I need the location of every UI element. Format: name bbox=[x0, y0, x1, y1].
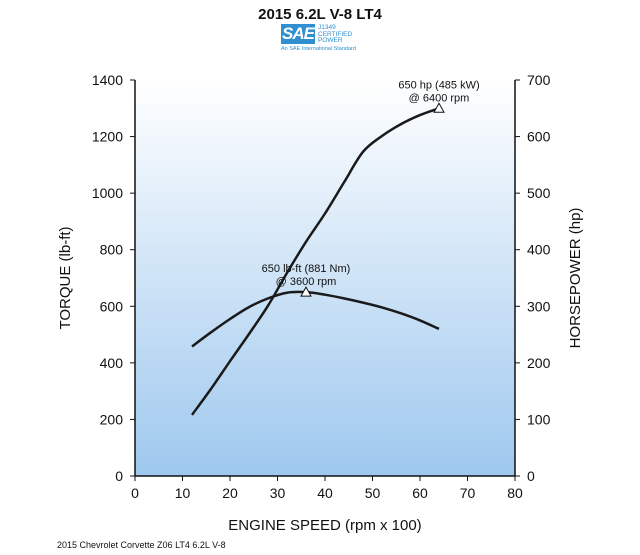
y-tick-label-right: 100 bbox=[527, 411, 551, 427]
y-tick-label-left: 1000 bbox=[92, 185, 123, 201]
peak-torque-marker bbox=[300, 286, 312, 297]
y-tick-label-left: 800 bbox=[100, 242, 124, 258]
x-tick-label: 0 bbox=[131, 485, 139, 501]
annotations: 650 lb-ft (881 Nm)@ 3600 rpm 650 hp (485 … bbox=[262, 79, 480, 297]
x-tick-label: 80 bbox=[507, 485, 523, 501]
x-axis-title: ENGINE SPEED (rpm x 100) bbox=[228, 517, 421, 534]
torque-curve bbox=[191, 290, 440, 348]
y-axis-title-right: HORSEPOWER (hp) bbox=[567, 208, 584, 349]
x-tick-label: 30 bbox=[270, 485, 286, 501]
sae-logo-line2: CERTIFIED bbox=[318, 30, 353, 38]
y-tick-label-left: 1200 bbox=[92, 129, 123, 145]
sae-logo-line1: J1349 bbox=[318, 24, 336, 31]
y-tick-label-right: 0 bbox=[527, 468, 535, 484]
sae-logo-line3: POWER bbox=[318, 37, 343, 44]
peak-horsepower-label: 650 hp (485 kW) bbox=[398, 79, 479, 91]
x-tick-label: 60 bbox=[412, 485, 428, 501]
y-tick-label-right: 300 bbox=[527, 298, 551, 314]
x-tick-label: 40 bbox=[317, 485, 333, 501]
peak-horsepower-rpm-label: @ 6400 rpm bbox=[409, 92, 470, 104]
sae-logo-mark: SAE bbox=[281, 24, 315, 44]
axes bbox=[130, 79, 520, 481]
peak-torque-rpm-label: @ 3600 rpm bbox=[276, 276, 337, 288]
footer-caption: 2015 Chevrolet Corvette Z06 LT4 6.2L V-8 bbox=[57, 540, 226, 550]
y-tick-label-right: 200 bbox=[527, 355, 551, 371]
y-tick-label-right: 400 bbox=[527, 242, 551, 258]
sae-logo-text: J1349 CERTIFIED POWER bbox=[318, 24, 353, 45]
y-tick-label-left: 400 bbox=[100, 355, 124, 371]
sae-certified-logo: SAE J1349 CERTIFIED POWER An SAE Interna… bbox=[281, 24, 365, 54]
peak-torque-label: 650 lb-ft (881 Nm) bbox=[262, 263, 351, 275]
series-group bbox=[190, 107, 440, 416]
y-tick-label-left: 0 bbox=[115, 468, 123, 484]
plot-area bbox=[135, 80, 515, 476]
y-tick-label-left: 1400 bbox=[92, 72, 123, 88]
y-tick-label-right: 500 bbox=[527, 185, 551, 201]
x-tick-label: 20 bbox=[222, 485, 238, 501]
peak-horsepower-marker bbox=[433, 102, 445, 113]
y-tick-label-left: 600 bbox=[100, 298, 124, 314]
x-tick-label: 50 bbox=[365, 485, 381, 501]
tick-labels: 0 10 20 30 40 50 60 70 8002004006008001000120014… bbox=[92, 72, 551, 501]
chart-title: 2015 6.2L V-8 LT4 bbox=[258, 6, 382, 23]
horsepower-curve bbox=[190, 107, 440, 416]
y-tick-label-right: 700 bbox=[527, 72, 551, 88]
x-tick-label: 10 bbox=[175, 485, 191, 501]
x-tick-label: 70 bbox=[460, 485, 476, 501]
y-tick-label-right: 600 bbox=[527, 129, 551, 145]
y-axis-title-left: TORQUE (lb-ft) bbox=[57, 226, 74, 329]
y-tick-label-left: 200 bbox=[100, 411, 124, 427]
sae-logo-standard: An SAE International Standard bbox=[281, 46, 356, 52]
